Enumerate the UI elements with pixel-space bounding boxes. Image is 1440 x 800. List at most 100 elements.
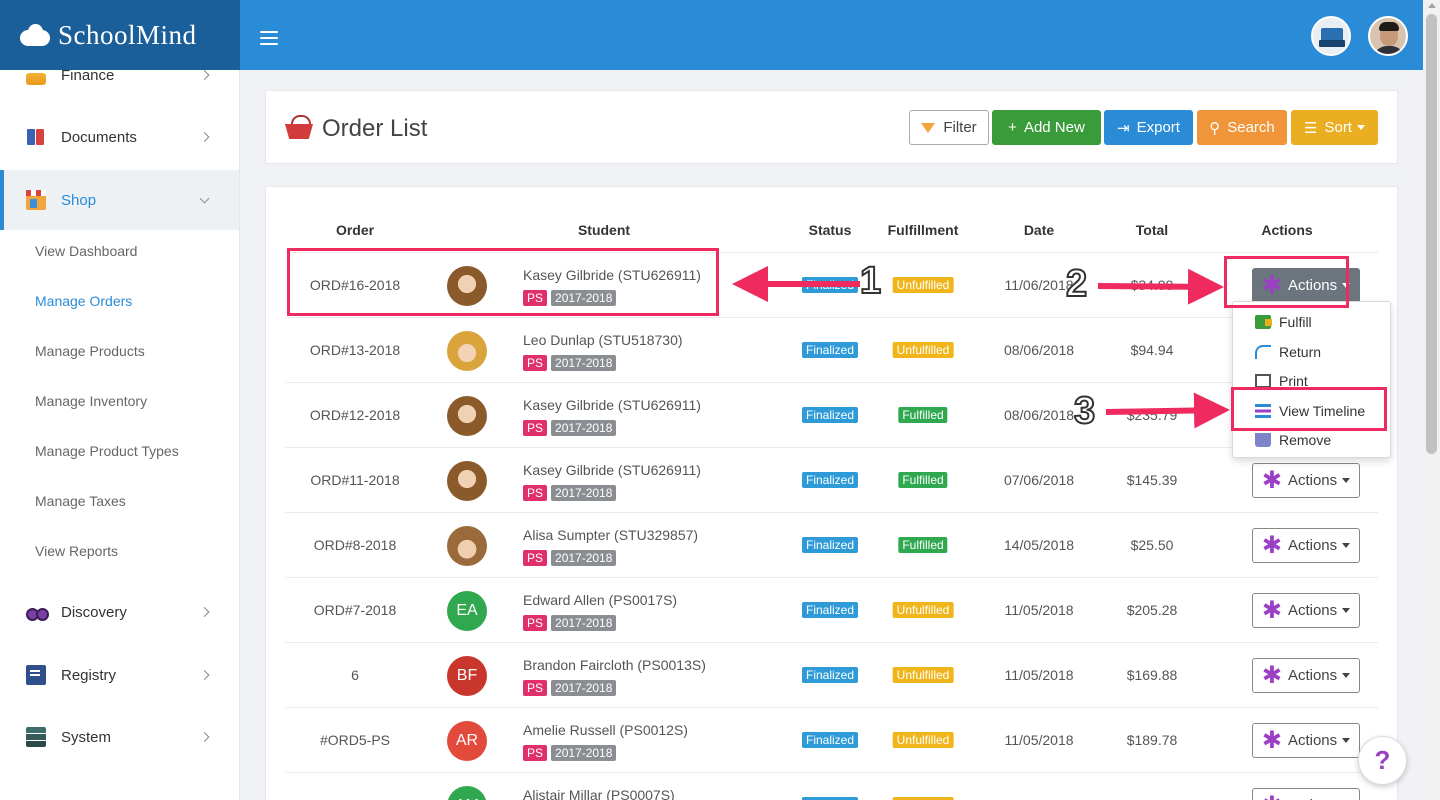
actions-label: Actions — [1287, 537, 1338, 554]
sidebar-item-documents[interactable]: Documents — [0, 107, 239, 167]
order-date: 11/05/2018 — [1004, 797, 1073, 800]
actions-button[interactable]: ✱ Actions — [1252, 463, 1360, 498]
sidebar-item-label: Shop — [61, 191, 97, 209]
basket-icon — [285, 115, 315, 141]
tag-badge: PS — [523, 615, 548, 631]
sidebar-sub-view-dashboard[interactable]: View Dashboard — [35, 243, 138, 259]
sidebar-item-label: Finance — [61, 70, 115, 84]
sidebar-sub-manage-product-types[interactable]: Manage Product Types — [35, 443, 179, 459]
order-total: $145.39 — [1126, 472, 1178, 488]
order-id[interactable]: ORD#12-2018 — [309, 407, 401, 423]
add-new-button[interactable]: + Add New — [992, 110, 1101, 145]
table-row[interactable]: ORD#7-2018 EA Edward Allen (PS0017S) PS 2017… — [285, 577, 1378, 642]
order-total: $189.78 — [1126, 732, 1178, 748]
menu-item-view-timeline[interactable]: View Timeline — [1255, 403, 1365, 419]
student-avatar — [447, 396, 487, 436]
sidebar-sub-manage-orders[interactable]: Manage Orders — [35, 293, 133, 309]
table-row[interactable]: ORD#11-2018 Kasey Gilbride (STU626911) PS 2… — [285, 447, 1378, 512]
menu-item-print[interactable]: Print — [1255, 373, 1308, 389]
sidebar-item-finance[interactable]: Finance — [0, 70, 239, 105]
order-id[interactable]: #ORD5-PS — [319, 732, 391, 748]
student-name[interactable]: Edward Allen (PS0017S) — [523, 592, 678, 608]
student-avatar — [447, 331, 487, 371]
sidebar-sub-manage-products[interactable]: Manage Products — [35, 343, 145, 359]
fulfillment-badge: Unfulfilled — [892, 342, 954, 358]
col-header-status[interactable]: Status — [808, 222, 852, 238]
sidebar-item-system[interactable]: System — [0, 707, 239, 767]
actions-button[interactable]: ✱ Actions — [1252, 723, 1360, 758]
user-avatar[interactable] — [1368, 16, 1408, 56]
status-badge: Finalized — [801, 602, 859, 618]
actions-label: Actions — [1287, 472, 1338, 489]
student-avatar: BF — [447, 656, 487, 696]
sidebar-sub-manage-inventory[interactable]: Manage Inventory — [35, 393, 148, 409]
table-row[interactable]: ORD#12-2018 Kasey Gilbride (STU626911) PS 2… — [285, 382, 1378, 447]
table-row[interactable]: #ORD4-PSAMAlistair Millar (PS0007S)PS201… — [285, 772, 1378, 800]
student-name[interactable]: Kasey Gilbride (STU626911) — [523, 397, 701, 413]
order-id[interactable]: ORD#8-2018 — [313, 537, 397, 553]
caret-down-icon — [1342, 673, 1351, 678]
order-id[interactable]: #ORD4-PS — [320, 797, 390, 800]
search-button[interactable]: ⚲ Search — [1197, 110, 1287, 145]
table-row[interactable]: ORD#8-2018 Alisa Sumpter (STU329857) PS 201… — [285, 512, 1378, 577]
student-avatar: EA — [447, 591, 487, 631]
sidebar-item-label: System — [61, 728, 112, 746]
year-badge: 2017-2018 — [551, 485, 617, 501]
sidebar-item-registry[interactable]: Registry — [0, 645, 239, 705]
order-date: 14/05/2018 — [1003, 537, 1075, 553]
order-total: $205.28 — [1126, 602, 1178, 618]
order-id[interactable]: ORD#13-2018 — [309, 342, 401, 358]
sidebar-item-discovery[interactable]: Discovery — [0, 582, 239, 642]
export-button[interactable]: ⇥ Export — [1104, 110, 1193, 145]
page-scrollbar[interactable] — [1423, 0, 1440, 800]
chevron-right-icon — [199, 607, 210, 617]
actions-label: Actions — [1287, 602, 1338, 619]
menu-toggle-icon[interactable] — [260, 31, 278, 45]
col-header-total[interactable]: Total — [1135, 222, 1169, 238]
order-id[interactable]: ORD#16-2018 — [309, 277, 401, 293]
order-id[interactable]: ORD#11-2018 — [310, 472, 400, 488]
chevron-right-icon — [199, 670, 210, 680]
order-total: $34.99 — [1130, 277, 1174, 293]
sidebar-sub-manage-taxes[interactable]: Manage Taxes — [35, 493, 126, 509]
table-row[interactable]: 6 BF Brandon Faircloth (PS0013S) PS 2017-201… — [285, 642, 1378, 707]
brand-logo[interactable]: SchoolMind — [0, 0, 240, 70]
asterisk-icon: ✱ — [1262, 793, 1282, 800]
print-icon — [1255, 374, 1271, 388]
sidebar-sub-view-reports[interactable]: View Reports — [35, 543, 119, 559]
student-name[interactable]: Kasey Gilbride (STU626911) — [523, 462, 701, 478]
menu-item-remove[interactable]: Remove — [1255, 432, 1331, 448]
student-avatar: AR — [447, 721, 487, 761]
order-date: 08/06/2018 — [1003, 342, 1075, 358]
menu-item-fulfill[interactable]: Fulfill — [1255, 314, 1312, 330]
col-header-fulfillment[interactable]: Fulfillment — [887, 222, 959, 238]
student-name[interactable]: Kasey Gilbride (STU626911) — [523, 267, 701, 283]
table-row[interactable]: ORD#13-2018 Leo Dunlap (STU518730) PS 2017-… — [285, 317, 1378, 382]
help-button[interactable]: ? — [1358, 736, 1407, 785]
col-header-date[interactable]: Date — [1023, 222, 1055, 238]
school-avatar[interactable] — [1311, 16, 1351, 56]
student-name[interactable]: Alisa Sumpter (STU329857) — [523, 527, 699, 543]
table-row[interactable]: #ORD5-PS AR Amelie Russell (PS0012S) PS 2017… — [285, 707, 1378, 772]
student-name[interactable]: Leo Dunlap (STU518730) — [523, 332, 683, 348]
student-name[interactable]: Brandon Faircloth (PS0013S) — [523, 657, 706, 673]
actions-button[interactable]: ✱ Actions — [1252, 528, 1360, 563]
actions-button[interactable]: ✱ Actions — [1252, 593, 1360, 628]
menu-item-return[interactable]: Return — [1255, 344, 1321, 360]
student-name[interactable]: Alistair Millar (PS0007S) — [523, 787, 675, 800]
caret-down-icon — [1342, 478, 1351, 483]
actions-button[interactable]: ✱ Actions — [1252, 658, 1360, 693]
sidebar-item-shop[interactable]: Shop — [0, 170, 239, 230]
highlight-order-row — [287, 248, 719, 316]
sort-button[interactable]: ☰ Sort — [1291, 110, 1378, 145]
asterisk-icon: ✱ — [1261, 726, 1282, 754]
filter-button[interactable]: Filter — [909, 110, 989, 145]
annotation-number-2: 2 — [1065, 262, 1088, 306]
col-header-order[interactable]: Order — [335, 222, 375, 238]
shop-icon — [26, 190, 46, 210]
order-id[interactable]: 6 — [351, 667, 359, 683]
student-name[interactable]: Amelie Russell (PS0012S) — [523, 722, 688, 738]
col-header-student[interactable]: Student — [577, 222, 631, 238]
order-id[interactable]: ORD#7-2018 — [313, 602, 397, 618]
actions-button[interactable]: ✱ Actions — [1252, 788, 1360, 800]
